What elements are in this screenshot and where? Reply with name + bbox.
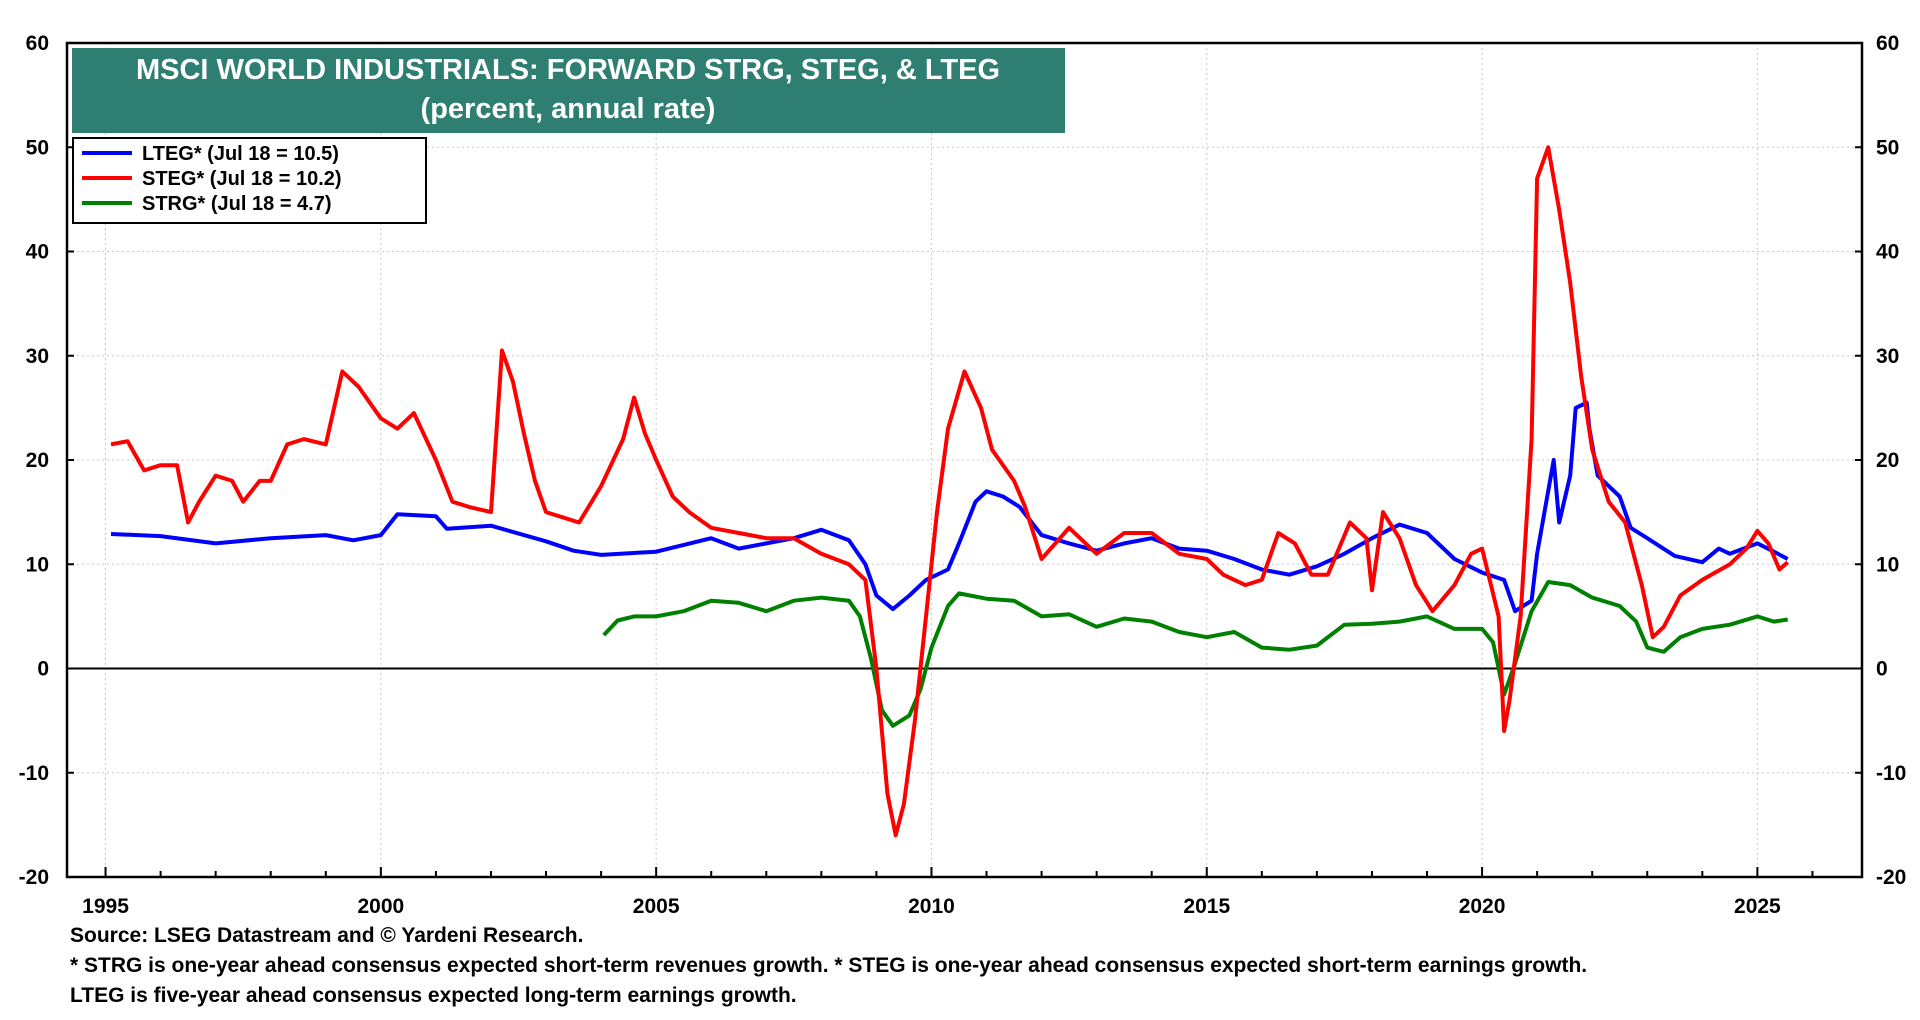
y-tick-label-left: 10: [26, 553, 49, 576]
y-tick-label-right: 50: [1876, 136, 1899, 159]
y-tick-label-left: 40: [26, 241, 49, 264]
y-tick-label-right: 10: [1876, 553, 1899, 576]
chart-subtitle: (percent, annual rate): [421, 93, 716, 125]
y-tick-label-right: 30: [1876, 345, 1899, 368]
y-tick-label-left: 20: [26, 449, 49, 472]
y-axis-right: -20 -10 0 10 20 30 40 50 60: [1855, 32, 1906, 889]
x-tick-label: 2005: [633, 895, 680, 918]
y-tick-label-left: 0: [37, 658, 49, 681]
legend-label: STRG* (Jul 18 = 4.7): [142, 193, 332, 215]
y-tick-label-left: 60: [26, 32, 49, 55]
x-tick-label: 2015: [1183, 895, 1230, 918]
y-tick-label-left: 30: [26, 345, 49, 368]
y-tick-label-right: 60: [1876, 32, 1899, 55]
y-tick-label-left: 50: [26, 136, 49, 159]
y-tick-label-right: -10: [1876, 762, 1906, 785]
x-tick-label: 2020: [1459, 895, 1506, 918]
y-tick-label-right: 40: [1876, 241, 1899, 264]
series-line-steg: [110, 145, 1790, 838]
y-tick-label-left: -20: [19, 866, 49, 889]
series-line-lteg: [110, 400, 1789, 614]
x-tick-label: 2010: [908, 895, 955, 918]
legend-label: STEG* (Jul 18 = 10.2): [142, 168, 342, 190]
x-tick-label: 1995: [82, 895, 129, 918]
y-tick-label-right: -20: [1876, 866, 1906, 889]
x-axis: 1995 2000 2005 2010 2015 2020 2025: [82, 867, 1814, 918]
series-line-strg: [602, 580, 1789, 728]
chart-title: MSCI WORLD INDUSTRIALS: FORWARD STRG, ST…: [136, 54, 1000, 86]
series-layer: [110, 145, 1790, 838]
footnote-strg-steg: * STRG is one-year ahead consensus expec…: [70, 954, 1588, 977]
y-tick-label-right: 0: [1876, 658, 1888, 681]
legend: LTEG* (Jul 18 = 10.5) STEG* (Jul 18 = 10.…: [72, 137, 427, 224]
y-axis-left: -20 -10 0 10 20 30 40 50 60: [19, 32, 74, 889]
x-tick-label: 2025: [1734, 895, 1781, 918]
x-tick-label: 2000: [357, 895, 404, 918]
y-tick-label-left: -10: [19, 762, 49, 785]
title-box: MSCI WORLD INDUSTRIALS: FORWARD STRG, ST…: [72, 48, 1065, 133]
source-note: Source: LSEG Datastream and © Yardeni Re…: [70, 924, 584, 947]
footnote-lteg: LTEG is five-year ahead consensus expect…: [70, 984, 797, 1007]
y-tick-label-right: 20: [1876, 449, 1899, 472]
legend-label: LTEG* (Jul 18 = 10.5): [142, 143, 339, 165]
